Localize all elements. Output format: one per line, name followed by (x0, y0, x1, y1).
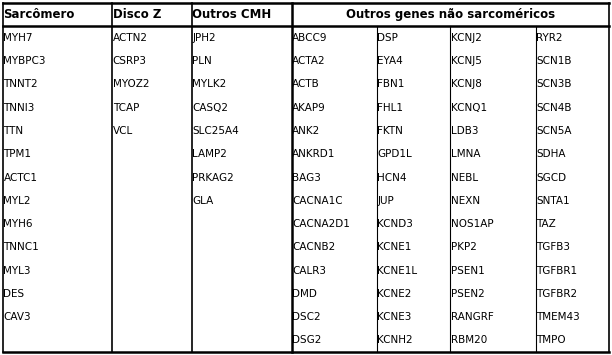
Text: TPM1: TPM1 (4, 149, 31, 159)
Text: MYLK2: MYLK2 (193, 80, 226, 89)
Text: KCNE2: KCNE2 (378, 289, 412, 299)
Text: SLC25A4: SLC25A4 (193, 126, 239, 136)
Text: DES: DES (4, 289, 24, 299)
Text: RANGRF: RANGRF (451, 312, 493, 322)
Text: VCL: VCL (113, 126, 133, 136)
Text: ACTB: ACTB (292, 80, 320, 89)
Text: AKAP9: AKAP9 (292, 103, 326, 113)
Text: PKP2: PKP2 (451, 242, 477, 252)
Text: CACNA1C: CACNA1C (292, 196, 343, 206)
Text: JPH2: JPH2 (193, 33, 216, 43)
Text: BAG3: BAG3 (292, 173, 321, 182)
Text: ANKRD1: ANKRD1 (292, 149, 335, 159)
Text: DSC2: DSC2 (292, 312, 321, 322)
Text: CASQ2: CASQ2 (193, 103, 228, 113)
Text: TMEM43: TMEM43 (536, 312, 580, 322)
Text: SCN5A: SCN5A (536, 126, 572, 136)
Text: CACNB2: CACNB2 (292, 242, 335, 252)
Text: MYOZ2: MYOZ2 (113, 80, 149, 89)
Text: Outros CMH: Outros CMH (193, 8, 272, 21)
Text: TNNC1: TNNC1 (4, 242, 39, 252)
Text: SCN1B: SCN1B (536, 56, 572, 66)
Text: PSEN1: PSEN1 (451, 266, 485, 275)
Text: CAV3: CAV3 (4, 312, 31, 322)
Text: Sarcômero: Sarcômero (4, 8, 75, 21)
Text: FBN1: FBN1 (378, 80, 405, 89)
Text: SCN4B: SCN4B (536, 103, 572, 113)
Text: PLN: PLN (193, 56, 212, 66)
Text: GLA: GLA (193, 196, 214, 206)
Text: LAMP2: LAMP2 (193, 149, 227, 159)
Text: SNTA1: SNTA1 (536, 196, 570, 206)
Text: PRKAG2: PRKAG2 (193, 173, 234, 182)
Text: TNNT2: TNNT2 (4, 80, 38, 89)
Text: MYL2: MYL2 (4, 196, 31, 206)
Text: LMNA: LMNA (451, 149, 480, 159)
Text: SCN3B: SCN3B (536, 80, 572, 89)
Text: KCNH2: KCNH2 (378, 335, 413, 345)
Text: TGFBR2: TGFBR2 (536, 289, 577, 299)
Text: ABCC9: ABCC9 (292, 33, 327, 43)
Text: KCNE1L: KCNE1L (378, 266, 417, 275)
Text: KCNJ8: KCNJ8 (451, 80, 482, 89)
Text: Disco Z: Disco Z (113, 8, 161, 21)
Text: RBM20: RBM20 (451, 335, 487, 345)
Text: TCAP: TCAP (113, 103, 139, 113)
Text: DMD: DMD (292, 289, 317, 299)
Text: SDHA: SDHA (536, 149, 565, 159)
Text: EYA4: EYA4 (378, 56, 403, 66)
Text: MYBPC3: MYBPC3 (4, 56, 46, 66)
Text: CALR3: CALR3 (292, 266, 326, 275)
Text: MYH6: MYH6 (4, 219, 33, 229)
Text: TNNI3: TNNI3 (4, 103, 35, 113)
Text: ANK2: ANK2 (292, 126, 321, 136)
Text: CACNA2D1: CACNA2D1 (292, 219, 350, 229)
Text: NOS1AP: NOS1AP (451, 219, 493, 229)
Text: KCNQ1: KCNQ1 (451, 103, 487, 113)
Text: TGFB3: TGFB3 (536, 242, 570, 252)
Text: FHL1: FHL1 (378, 103, 403, 113)
Text: SGCD: SGCD (536, 173, 566, 182)
Text: DSG2: DSG2 (292, 335, 321, 345)
Text: KCND3: KCND3 (378, 219, 413, 229)
Text: NEXN: NEXN (451, 196, 480, 206)
Text: KCNE1: KCNE1 (378, 242, 412, 252)
Text: NEBL: NEBL (451, 173, 478, 182)
Text: RYR2: RYR2 (536, 33, 562, 43)
Text: TMPO: TMPO (536, 335, 565, 345)
Text: TGFBR1: TGFBR1 (536, 266, 577, 275)
Text: KCNE3: KCNE3 (378, 312, 412, 322)
Text: KCNJ2: KCNJ2 (451, 33, 482, 43)
Text: PSEN2: PSEN2 (451, 289, 485, 299)
Text: GPD1L: GPD1L (378, 149, 412, 159)
Text: FKTN: FKTN (378, 126, 403, 136)
Text: LDB3: LDB3 (451, 126, 479, 136)
Text: Outros genes não sarcoméricos: Outros genes não sarcoméricos (346, 8, 555, 21)
Text: HCN4: HCN4 (378, 173, 407, 182)
Text: MYH7: MYH7 (4, 33, 33, 43)
Text: KCNJ5: KCNJ5 (451, 56, 482, 66)
Text: TTN: TTN (4, 126, 24, 136)
Text: ACTN2: ACTN2 (113, 33, 147, 43)
Text: TAZ: TAZ (536, 219, 556, 229)
Text: MYL3: MYL3 (4, 266, 31, 275)
Text: ACTA2: ACTA2 (292, 56, 326, 66)
Text: CSRP3: CSRP3 (113, 56, 147, 66)
Text: JUP: JUP (378, 196, 394, 206)
Text: ACTC1: ACTC1 (4, 173, 37, 182)
Text: DSP: DSP (378, 33, 398, 43)
